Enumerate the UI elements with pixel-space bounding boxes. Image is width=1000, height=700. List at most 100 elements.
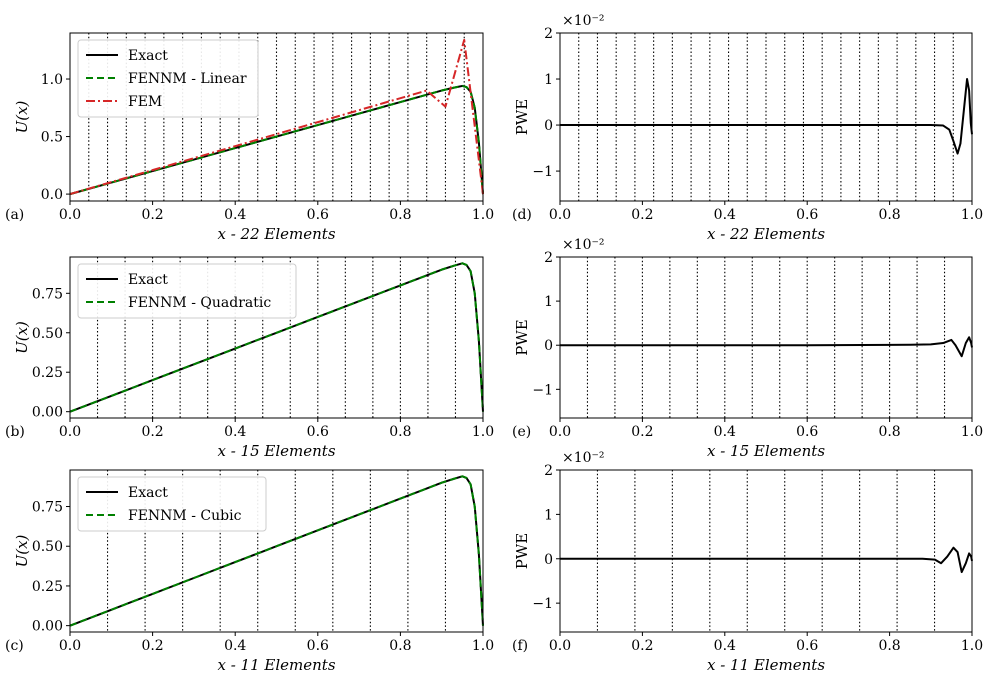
y-tick-label: 0.75 (32, 286, 63, 302)
panel-label: (f) (512, 638, 528, 654)
series-fennm-cubic-line (69, 475, 484, 627)
y-tick-label: 1.0 (41, 72, 63, 88)
x-tick-label: 0.2 (631, 638, 653, 654)
y-tick-label: 1 (544, 72, 553, 88)
x-tick-label: 1.0 (961, 638, 983, 654)
x-axis-label: x - 11 Elements (707, 656, 825, 674)
legend-box (77, 263, 297, 319)
x-tick-label: 0.2 (631, 207, 653, 223)
legend-label: Exact (128, 48, 168, 64)
series-fennm-quadratic-line (69, 262, 484, 413)
panel-c-exact-vs-fennm-cubic: 0.0 0.2 0.4 0.6 0.8 1.0 0.00 0.25 0.50 0.75 (c) x -… (5, 469, 494, 674)
x-tick-label: 0.0 (549, 207, 571, 223)
y-tick-label: 1 (544, 294, 553, 310)
plot-frame (69, 256, 484, 419)
x-tick-label: 1.0 (472, 638, 494, 654)
x-tick-label: 0.2 (631, 424, 653, 440)
y-tick-label: 0.5 (41, 130, 63, 146)
x-tick-label: 0.2 (141, 424, 163, 440)
x-tick-label: 0.6 (796, 207, 818, 223)
x-tick-label: 0.4 (224, 207, 246, 223)
plot-frame (559, 256, 973, 419)
x-axis-label: x - 11 Elements (217, 656, 335, 674)
x-tick-label: 0.4 (714, 424, 736, 440)
x-tick-label: 0.6 (307, 207, 329, 223)
x-tick-label: 0.8 (878, 638, 900, 654)
y-tick-label: 2 (544, 250, 553, 266)
series-pwe-line (560, 546, 973, 574)
series-fem-line (69, 38, 484, 196)
series-pwe-line (560, 78, 973, 155)
plot-frame (559, 32, 973, 202)
plot-frame (69, 469, 484, 633)
x-tick-label: 1.0 (961, 424, 983, 440)
y-axis-label: PWE (513, 319, 531, 355)
panel-e-pwe-quadratic: 0.0 0.2 0.4 0.6 0.8 1.0 −1 0 1 2 (e) x - 15 Element… (512, 237, 983, 460)
x-tick-label: 1.0 (961, 207, 983, 223)
legend-label: FEM (128, 94, 162, 110)
y-tick-label: 0.75 (32, 500, 63, 516)
y-tick-label: 0.0 (41, 187, 63, 203)
x-tick-label: 1.0 (472, 207, 494, 223)
x-axis-label: x - 15 Elements (217, 442, 335, 460)
y-tick-label: 1 (544, 507, 553, 523)
legend-label: FENNM - Linear (128, 71, 247, 87)
y-tick-label: −1 (532, 596, 553, 612)
x-axis-label: x - 15 Elements (707, 442, 825, 460)
x-tick-label: 0.2 (141, 207, 163, 223)
series-fennm-linear-line (69, 84, 484, 196)
plot-frame (69, 32, 484, 202)
y-tick-label: 0.00 (32, 405, 63, 421)
y-tick-label: 0.25 (32, 365, 63, 381)
y-tick-label: 0 (544, 552, 553, 568)
x-tick-label: 0.8 (389, 424, 411, 440)
legend-box (77, 476, 267, 532)
x-tick-label: 0.0 (59, 207, 81, 223)
panel-a-exact-vs-fennm-linear: 0.0 0.2 0.4 0.6 0.8 1.0 0.0 0.5 1.0 (a) x - 22 Ele… (5, 32, 494, 243)
y-tick-label: −1 (532, 164, 553, 180)
y-axis-label: PWE (513, 99, 531, 135)
y-tick-label: 0.50 (32, 539, 63, 555)
scale-multiplier-label: ×10⁻² (562, 13, 605, 29)
y-tick-label: 2 (544, 26, 553, 42)
y-tick-label: −1 (532, 382, 553, 398)
panel-d-pwe-linear: 0.0 0.2 0.4 0.6 0.8 1.0 −1 0 1 2 (d) x - 22 Element… (512, 13, 983, 243)
x-tick-label: 0.6 (307, 638, 329, 654)
x-tick-label: 0.6 (796, 424, 818, 440)
scale-multiplier-label: ×10⁻² (562, 237, 605, 253)
legend-label: Exact (128, 272, 168, 288)
x-tick-label: 0.0 (59, 638, 81, 654)
x-tick-label: 0.8 (878, 207, 900, 223)
x-tick-label: 1.0 (472, 424, 494, 440)
legend-label: FENNM - Quadratic (128, 295, 271, 311)
panel-label: (d) (512, 207, 532, 223)
x-tick-label: 0.6 (307, 424, 329, 440)
x-tick-label: 0.4 (224, 638, 246, 654)
y-tick-label: 2 (544, 463, 553, 479)
x-tick-label: 0.0 (59, 424, 81, 440)
legend-label: FENNM - Cubic (128, 508, 242, 524)
y-axis-label: U(x) (13, 534, 31, 567)
x-tick-label: 0.4 (224, 424, 246, 440)
panel-b-exact-vs-fennm-quadratic: 0.0 0.2 0.4 0.6 0.8 1.0 0.00 0.25 0.50 0.75 (b) x -… (5, 256, 494, 460)
x-tick-label: 0.8 (389, 638, 411, 654)
x-axis-label: x - 22 Elements (707, 225, 825, 243)
legend-label: Exact (128, 485, 168, 501)
x-tick-label: 0.8 (878, 424, 900, 440)
legend-box (77, 39, 259, 118)
y-axis-label: U(x) (13, 321, 31, 354)
x-tick-label: 0.4 (714, 638, 736, 654)
panel-label: (e) (512, 424, 531, 440)
panel-label: (a) (5, 207, 24, 223)
y-axis-label: PWE (513, 533, 531, 569)
x-tick-label: 0.0 (549, 424, 571, 440)
plot-frame (559, 469, 973, 633)
y-axis-label: U(x) (13, 100, 31, 133)
x-tick-label: 0.8 (389, 207, 411, 223)
y-tick-label: 0 (544, 338, 553, 354)
y-tick-label: 0.00 (32, 619, 63, 635)
x-tick-label: 0.2 (141, 638, 163, 654)
y-tick-label: 0.50 (32, 326, 63, 342)
x-tick-label: 0.6 (796, 638, 818, 654)
